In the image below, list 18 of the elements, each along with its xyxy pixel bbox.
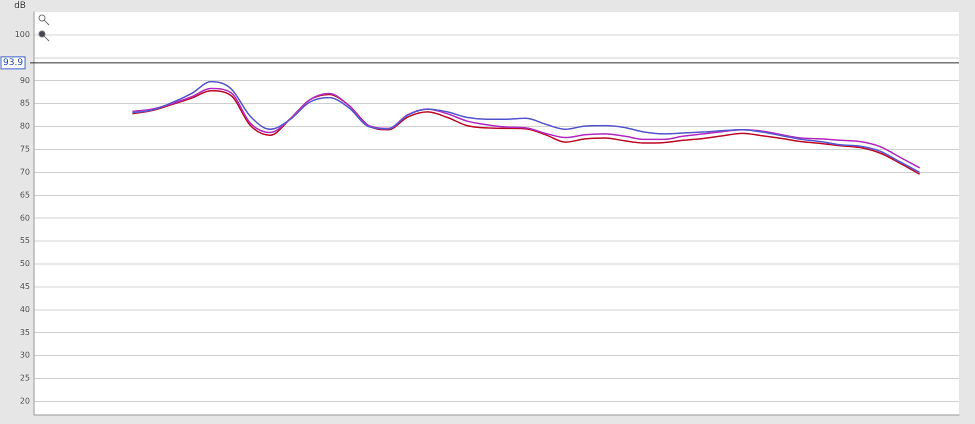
y-tick-label: 100 xyxy=(14,30,30,39)
y-tick-label: 55 xyxy=(20,236,30,246)
y-tick-label: 60 xyxy=(20,213,30,222)
y-axis-title: dB xyxy=(14,0,26,11)
y-tick-label: 65 xyxy=(20,190,30,200)
y-tick-label: 30 xyxy=(20,350,30,360)
y-tick-label: 50 xyxy=(20,259,30,268)
y-tick-label: 35 xyxy=(20,328,30,337)
y-tick-label: 25 xyxy=(20,374,30,383)
y-tick-label: 45 xyxy=(20,282,30,291)
y-tick-label: 75 xyxy=(20,144,30,154)
y-tick-label: 40 xyxy=(20,304,30,314)
y-tick-label: 80 xyxy=(20,122,30,131)
y-tick-label: 90 xyxy=(20,76,30,85)
y-tick-label: 70 xyxy=(20,167,30,176)
ref-line-label: 93.9 xyxy=(3,58,24,68)
y-tick-label: 20 xyxy=(20,396,30,406)
y-tick-label: 85 xyxy=(20,98,30,108)
